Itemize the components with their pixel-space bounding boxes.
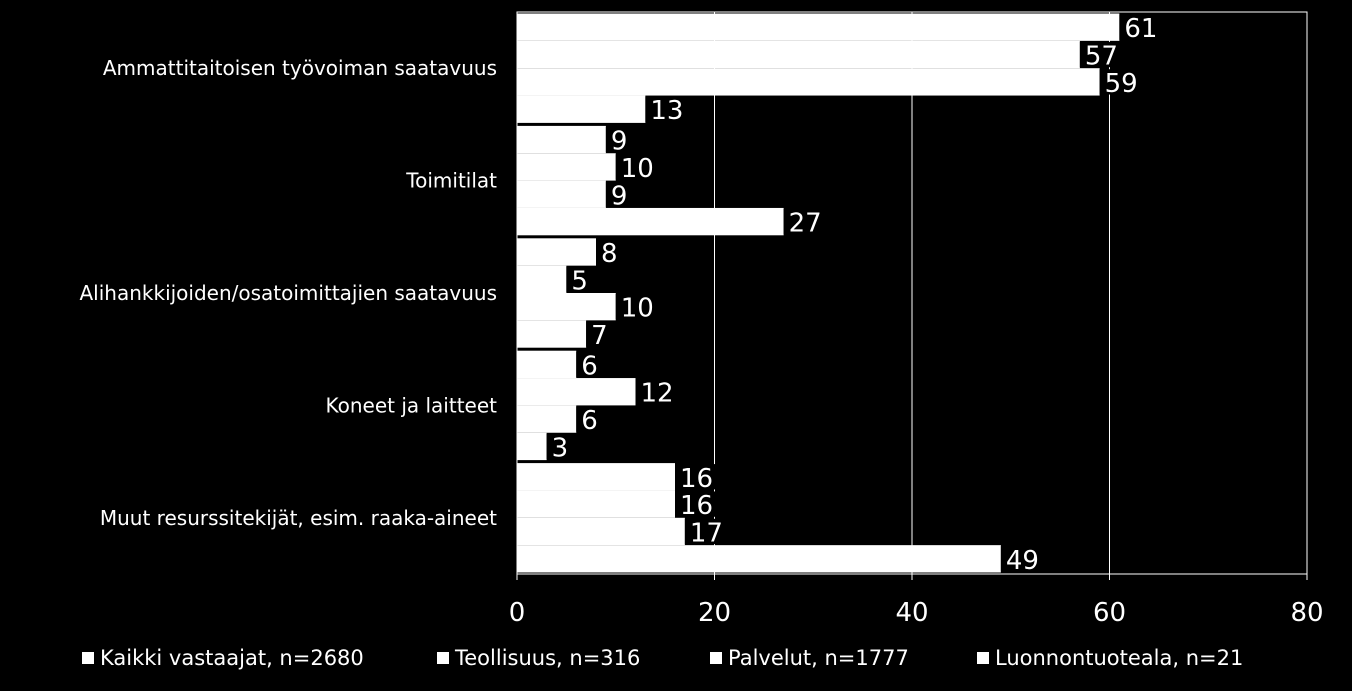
legend: Kaikki vastaajat, n=2680 Teollisuus, n=3…: [0, 646, 1352, 680]
legend-label: Palvelut, n=1777: [728, 646, 909, 670]
value-label: 12: [641, 379, 674, 409]
tick-label: 20: [698, 598, 731, 628]
value-label: 10: [621, 294, 654, 324]
bar: [517, 463, 675, 491]
value-label: 9: [611, 181, 628, 211]
legend-item-luonnontuoteala: Luonnontuoteala, n=21: [977, 646, 1243, 670]
category-label: Koneet ja laitteet: [325, 393, 497, 417]
bar: [517, 378, 636, 406]
bar: [517, 432, 547, 461]
bar: [517, 293, 616, 321]
value-label-bg: [605, 126, 630, 153]
legend-item-palvelut: Palvelut, n=1777: [710, 646, 909, 670]
legend-item-teollisuus: Teollisuus, n=316: [437, 646, 640, 670]
bar: [517, 153, 616, 181]
bar: [517, 320, 587, 348]
bar: [517, 95, 646, 123]
category-label: Ammattitaitoisen työvoiman saatavuus: [103, 56, 497, 80]
category-labels: Ammattitaitoisen työvoiman saatavuus Toim…: [80, 56, 498, 530]
bar: [517, 405, 577, 433]
value-label: 61: [1124, 14, 1157, 44]
value-label: 16: [680, 491, 713, 521]
value-label-bg: [1119, 14, 1160, 40]
value-label: 13: [650, 96, 683, 126]
value-label-bg: [576, 351, 601, 378]
value-label: 27: [789, 209, 822, 239]
value-label-bg: [1099, 69, 1140, 95]
value-label: 17: [690, 518, 723, 548]
bar: [517, 265, 567, 293]
tick-label: 80: [1290, 598, 1323, 628]
legend-label: Kaikki vastaajat, n=2680: [100, 646, 364, 670]
x-axis-ticks: 0 20 40 60 80: [509, 574, 1324, 628]
bar: [517, 517, 685, 546]
value-label: 6: [581, 351, 598, 381]
value-label-bg: [1000, 546, 1041, 572]
value-label: 3: [552, 433, 569, 463]
bars: [517, 13, 1120, 573]
bar: [517, 238, 596, 266]
bar: [517, 40, 1080, 69]
bar: [517, 13, 1120, 41]
bar: [517, 180, 606, 208]
value-label: 49: [1006, 546, 1039, 576]
value-label-bg: [1079, 41, 1120, 68]
bar: [517, 68, 1100, 96]
value-label: 7: [591, 321, 608, 351]
value-label-bg: [675, 464, 715, 490]
legend-label: Luonnontuoteala, n=21: [995, 646, 1244, 670]
legend-label: Teollisuus, n=316: [455, 646, 641, 670]
value-label-bg: [546, 433, 571, 460]
value-label-bg: [605, 181, 630, 207]
tick-label: 60: [1093, 598, 1126, 628]
bar: [517, 207, 784, 236]
value-label-bg: [566, 266, 591, 292]
tick-label: 0: [509, 598, 526, 628]
legend-swatch: [710, 652, 722, 664]
value-label-bg: [635, 379, 676, 405]
bar: [517, 545, 1001, 573]
value-label-bg: [684, 518, 725, 545]
legend-swatch: [82, 652, 94, 664]
value-label: 10: [621, 154, 654, 184]
category-label: Toimitilat: [405, 169, 497, 193]
value-label: 6: [581, 406, 598, 436]
value-label: 8: [601, 239, 618, 269]
value-label-bg: [783, 208, 824, 235]
value-label-bg: [675, 491, 715, 517]
value-label-bg: [586, 321, 611, 347]
value-label-bg: [576, 406, 601, 432]
value-label: 57: [1085, 42, 1118, 72]
value-label: 16: [680, 464, 713, 494]
category-label: Muut resurssitekijät, esim. raaka-aineet: [100, 506, 497, 530]
value-label: 9: [611, 127, 628, 157]
value-label: 59: [1105, 69, 1138, 99]
legend-swatch: [977, 652, 989, 664]
value-label-bg: [615, 154, 656, 180]
category-label: Alihankkijoiden/osatoimittajien saatavuu…: [80, 281, 498, 305]
legend-swatch: [437, 652, 449, 664]
legend-item-kaikki: Kaikki vastaajat, n=2680: [82, 646, 364, 670]
value-label-bg: [645, 96, 686, 122]
value-label-bg: [596, 239, 620, 265]
value-label: 5: [571, 266, 588, 296]
bar: [517, 350, 577, 379]
tick-label: 40: [895, 598, 928, 628]
bar: [517, 490, 675, 518]
value-label-bg: [615, 294, 656, 320]
bar: [517, 125, 606, 154]
